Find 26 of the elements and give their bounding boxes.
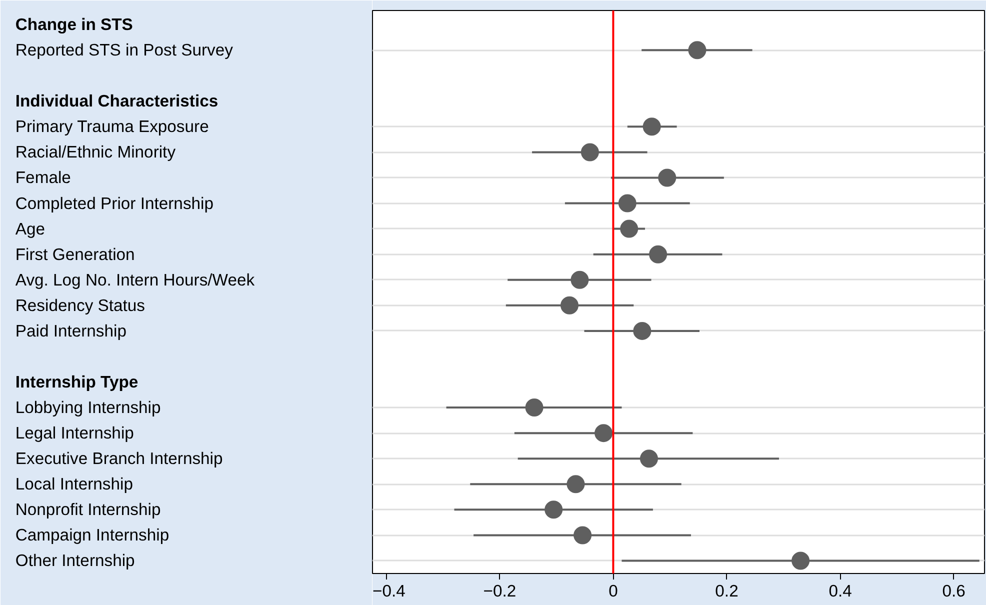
x-tick-label: 0.4 <box>828 582 852 600</box>
y-tick-label: Reported STS in Post Survey <box>15 40 234 60</box>
y-tick-label: Avg. Log No. Intern Hours/Week <box>15 270 256 290</box>
y-tick-label: Internship Type <box>15 372 138 392</box>
x-tick-label: −0.2 <box>483 582 516 600</box>
y-tick-label: Completed Prior Internship <box>15 194 214 213</box>
x-tick-label: 0 <box>608 582 618 600</box>
x-tick-label: 0.6 <box>942 582 966 600</box>
y-tick-label: Age <box>15 219 46 238</box>
y-tick-label: Legal Internship <box>15 424 134 443</box>
y-tick-label: Change in STS <box>15 15 133 34</box>
x-tick-label: 0.2 <box>715 582 738 600</box>
y-tick-label: Primary Trauma Exposure <box>15 117 209 136</box>
y-tick-label: Residency Status <box>15 296 146 315</box>
y-tick-label: Lobbying Internship <box>15 398 161 418</box>
y-tick-label: Other Internship <box>15 551 135 570</box>
y-tick-label: Racial/Ethnic Minority <box>15 142 176 162</box>
y-tick-label: Local Internship <box>15 474 133 494</box>
y-tick-label: Individual Characteristics <box>15 92 218 111</box>
y-tick-label: Executive Branch Internship <box>15 449 223 468</box>
x-tick-label: −0.4 <box>372 582 406 600</box>
y-tick-label: Campaign Internship <box>15 526 170 545</box>
y-tick-label: Nonprofit Internship <box>15 500 161 520</box>
y-tick-label: Paid Internship <box>15 321 127 340</box>
y-tick-label: Female <box>15 168 71 188</box>
y-tick-label: First Generation <box>15 244 135 264</box>
